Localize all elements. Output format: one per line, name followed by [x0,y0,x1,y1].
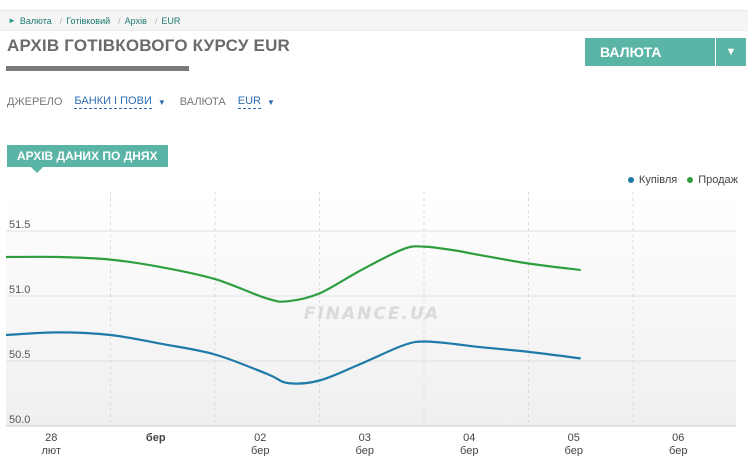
legend-dot-buy [627,177,634,183]
y-axis-ticks: 50.0 50.5 51.0 51.5 [9,219,30,426]
legend-label-buy: Купівля [638,174,678,186]
chart-legend: Купівля Продаж [618,174,738,186]
currency-dropdown[interactable]: ВАЛЮТА ▼ [585,38,746,66]
currency-select[interactable]: EUR [237,95,261,109]
x-tick-sublabel: бер [356,445,374,456]
chevron-right-icon: ► [8,16,16,25]
currency-label: ВАЛЮТА [179,96,226,108]
series-line-sell[interactable] [5,245,581,303]
chart-watermark: FINANCE.UA [304,304,440,324]
breadcrumb-item-cash[interactable]: Готівковий [66,15,111,26]
y-tick-label: 51.5 [9,219,30,231]
legend-item-sell[interactable]: Продаж [687,174,738,186]
y-tick-label: 50.0 [9,414,30,426]
x-tick-sublabel: лют [42,445,61,456]
x-tick-label: 04 [463,432,475,444]
legend-item-buy[interactable]: Купівля [627,174,678,186]
y-tick-label: 51.0 [9,284,30,296]
source-select[interactable]: БАНКИ І ПОВИ [74,95,152,109]
title-underline [6,66,189,71]
source-label: ДЖЕРЕЛО [7,96,63,108]
x-tick-label: 02 [254,432,266,444]
x-tick-label: 06 [672,432,684,444]
x-tick-sublabel: бер [565,445,583,456]
breadcrumb-separator: / [59,15,63,26]
breadcrumb-separator: / [118,15,121,26]
x-tick-sublabel: бер [460,445,478,456]
series-line-buy[interactable] [5,331,581,385]
y-tick-label: 50.5 [9,349,30,361]
x-tick-sublabel: бер [251,445,269,456]
filters-bar: ДЖЕРЕЛО БАНКИ І ПОВИ ▼ ВАЛЮТА EUR ▼ [7,95,289,109]
chevron-down-icon[interactable]: ▼ [157,97,166,107]
chevron-down-icon[interactable]: ▼ [715,38,746,66]
x-tick-label: 03 [359,432,371,444]
breadcrumb-separator: / [154,15,158,26]
x-tick-label: 05 [568,432,580,444]
x-tick-label: 28 [45,432,57,444]
page-title: АРХІВ ГОТІВКОВОГО КУРСУ EUR [7,36,291,55]
x-tick-sublabel: бер [669,445,687,456]
section-tab-daily-archive: АРХІВ ДАНИХ ПО ДНЯХ [7,145,168,173]
legend-dot-sell [687,177,694,183]
chart-grid [6,192,736,427]
chart-series [5,245,581,385]
breadcrumb-item-currency[interactable]: Валюта [19,15,52,26]
legend-label-sell: Продаж [698,174,738,186]
currency-dropdown-label[interactable]: ВАЛЮТА [600,44,662,60]
chevron-down-icon[interactable]: ▼ [266,97,275,107]
breadcrumb-item-eur[interactable]: EUR [161,15,181,26]
breadcrumb: ► Валюта / Готівковий / Архів / EUR [0,10,748,31]
breadcrumb-item-archive[interactable]: Архів [124,15,147,26]
x-tick-label: бер [146,432,166,444]
